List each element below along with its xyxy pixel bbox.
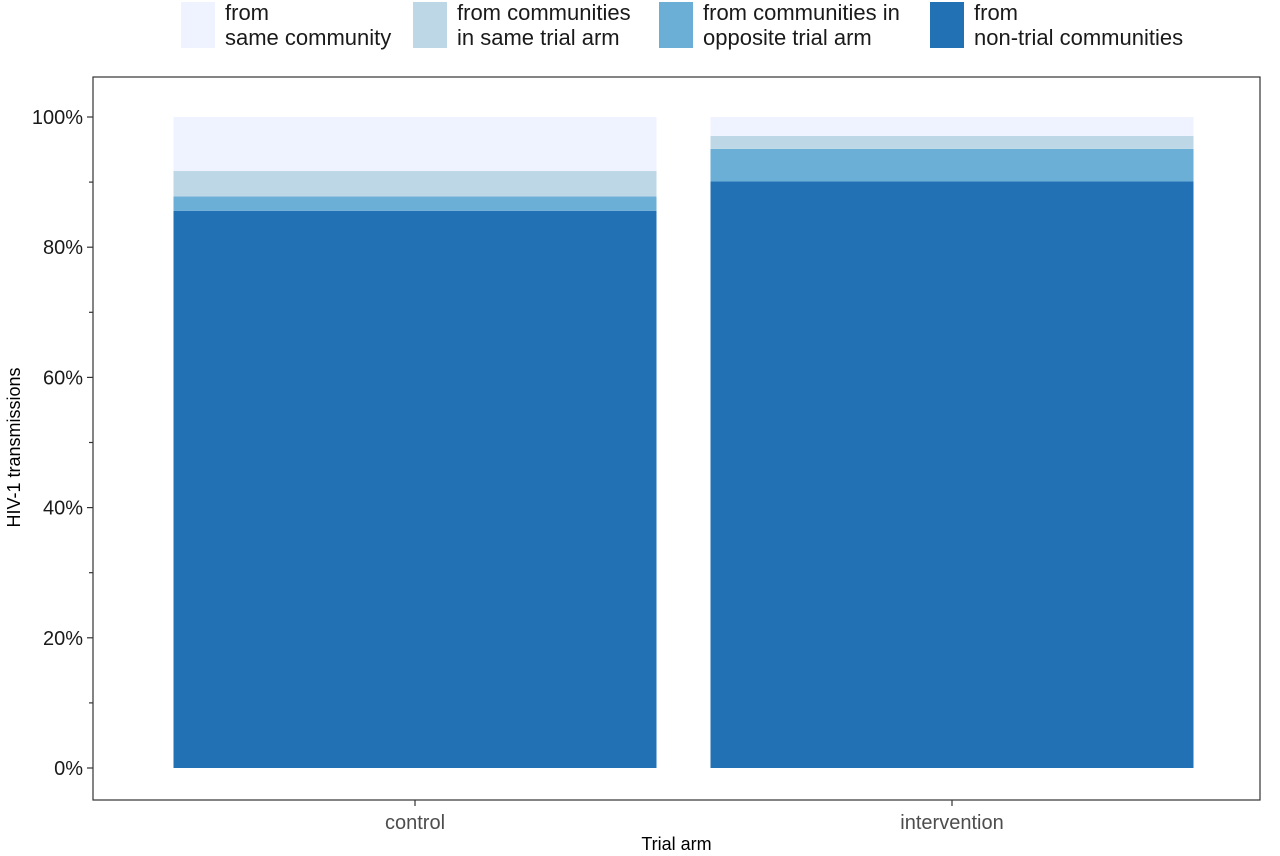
y-tick-label: 0% <box>54 758 83 780</box>
legend-key <box>413 2 447 48</box>
legend-key <box>659 2 693 48</box>
bars <box>173 117 1194 769</box>
x-tick-label-control: control <box>385 812 445 834</box>
bar-segment-control-series-2 <box>173 171 657 197</box>
y-tick-label: 60% <box>43 367 83 389</box>
y-tick-label: 80% <box>43 237 83 259</box>
y-axis-title: HIV-1 transmissions <box>4 367 24 527</box>
legend-key <box>930 2 964 48</box>
bar-segment-control-series-0 <box>173 210 657 768</box>
x-axis-title: Trial arm <box>641 834 711 854</box>
legend-label-line: same community <box>225 25 391 50</box>
y-axis: 0% 20% 40% 60% 80% 100% <box>32 107 93 780</box>
legend-label-line: from <box>225 0 269 25</box>
bar-segment-intervention-series-0 <box>710 181 1194 769</box>
legend-label-line: non-trial communities <box>974 25 1183 50</box>
bar-segment-intervention-series-3 <box>710 117 1194 136</box>
legend-label-line: from communities in <box>703 0 900 25</box>
x-tick-label-intervention: intervention <box>900 812 1003 834</box>
bar-segment-intervention-series-2 <box>710 135 1194 149</box>
legend-key <box>181 2 215 48</box>
x-axis: control intervention <box>385 800 1004 834</box>
legend-label-line: from <box>974 0 1018 25</box>
legend-label-line: in same trial arm <box>457 25 620 50</box>
legend-label-line: from communities <box>457 0 631 25</box>
legend-label-line: opposite trial arm <box>703 25 872 50</box>
y-tick-label: 40% <box>43 498 83 520</box>
plot-panel-border <box>92 76 1261 801</box>
y-tick-label: 20% <box>43 628 83 650</box>
bar-segment-control-series-1 <box>173 196 657 211</box>
bar-segment-intervention-series-1 <box>710 148 1194 182</box>
bar-segment-control-series-3 <box>173 117 657 172</box>
y-tick-label: 100% <box>32 107 83 129</box>
